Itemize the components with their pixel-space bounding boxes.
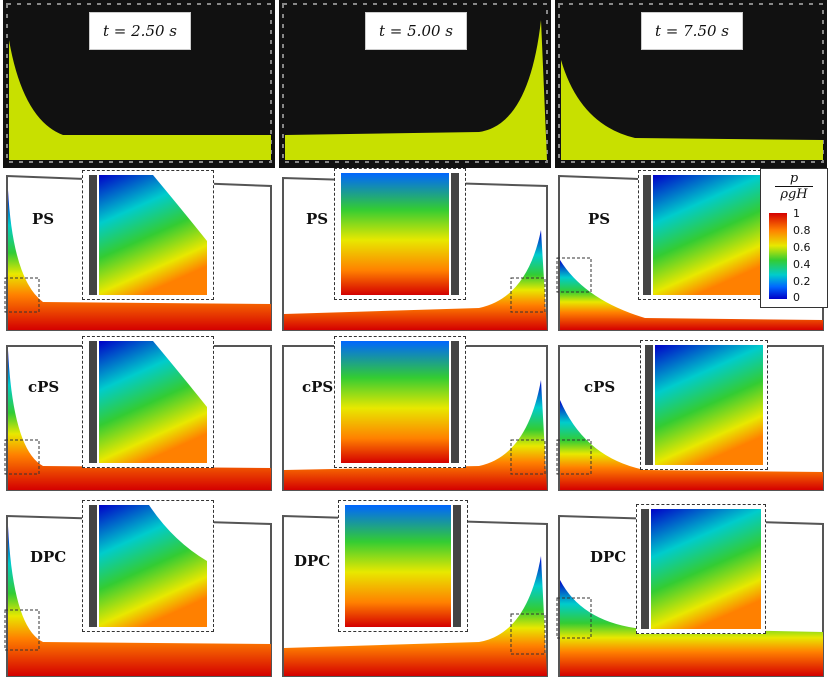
tank-photo-1: [6, 3, 272, 163]
method-label: cPS: [28, 378, 60, 396]
zoom-inset: [82, 500, 214, 632]
photo-t2: t = 5.00 s: [279, 0, 551, 168]
photo-t1: t = 2.50 s: [3, 0, 275, 168]
tank-photo-2: [282, 3, 548, 163]
zoom-inset: [636, 504, 766, 634]
method-label: DPC: [590, 548, 627, 566]
colorbar-tick: 0.4: [793, 258, 811, 271]
time-label: t = 7.50 s: [641, 12, 743, 50]
pressure-colorbar: p ρgH 1 0.8 0.6 0.4 0.2 0: [760, 168, 828, 308]
zoom-inset: [638, 170, 766, 300]
method-label: cPS: [302, 378, 334, 396]
method-label: DPC: [294, 552, 331, 570]
zoom-inset: [334, 168, 466, 300]
colorbar-title: p ρgH: [761, 171, 827, 202]
tank-photo-3: [558, 3, 824, 163]
zoom-inset: [338, 500, 468, 632]
colorbar-tick: 0.2: [793, 275, 811, 288]
method-label: PS: [306, 210, 329, 228]
colorbar-tick: 0.8: [793, 224, 811, 237]
method-label: PS: [588, 210, 611, 228]
time-label: t = 5.00 s: [365, 12, 467, 50]
zoom-inset: [640, 340, 768, 470]
zoom-inset: [334, 336, 466, 468]
photo-t3: t = 7.50 s: [555, 0, 827, 168]
colorbar-numerator: p: [775, 171, 813, 187]
method-label: cPS: [584, 378, 616, 396]
method-label: DPC: [30, 548, 67, 566]
colorbar-tick: 0: [793, 291, 800, 304]
colorbar-tick: 0.6: [793, 241, 811, 254]
zoom-inset: [82, 170, 214, 300]
colorbar-denominator: ρgH: [780, 187, 808, 202]
colorbar-tick: 1: [793, 207, 800, 220]
method-label: PS: [32, 210, 55, 228]
zoom-inset: [82, 336, 214, 468]
time-label: t = 2.50 s: [89, 12, 191, 50]
colorbar-gradient: [769, 213, 787, 299]
